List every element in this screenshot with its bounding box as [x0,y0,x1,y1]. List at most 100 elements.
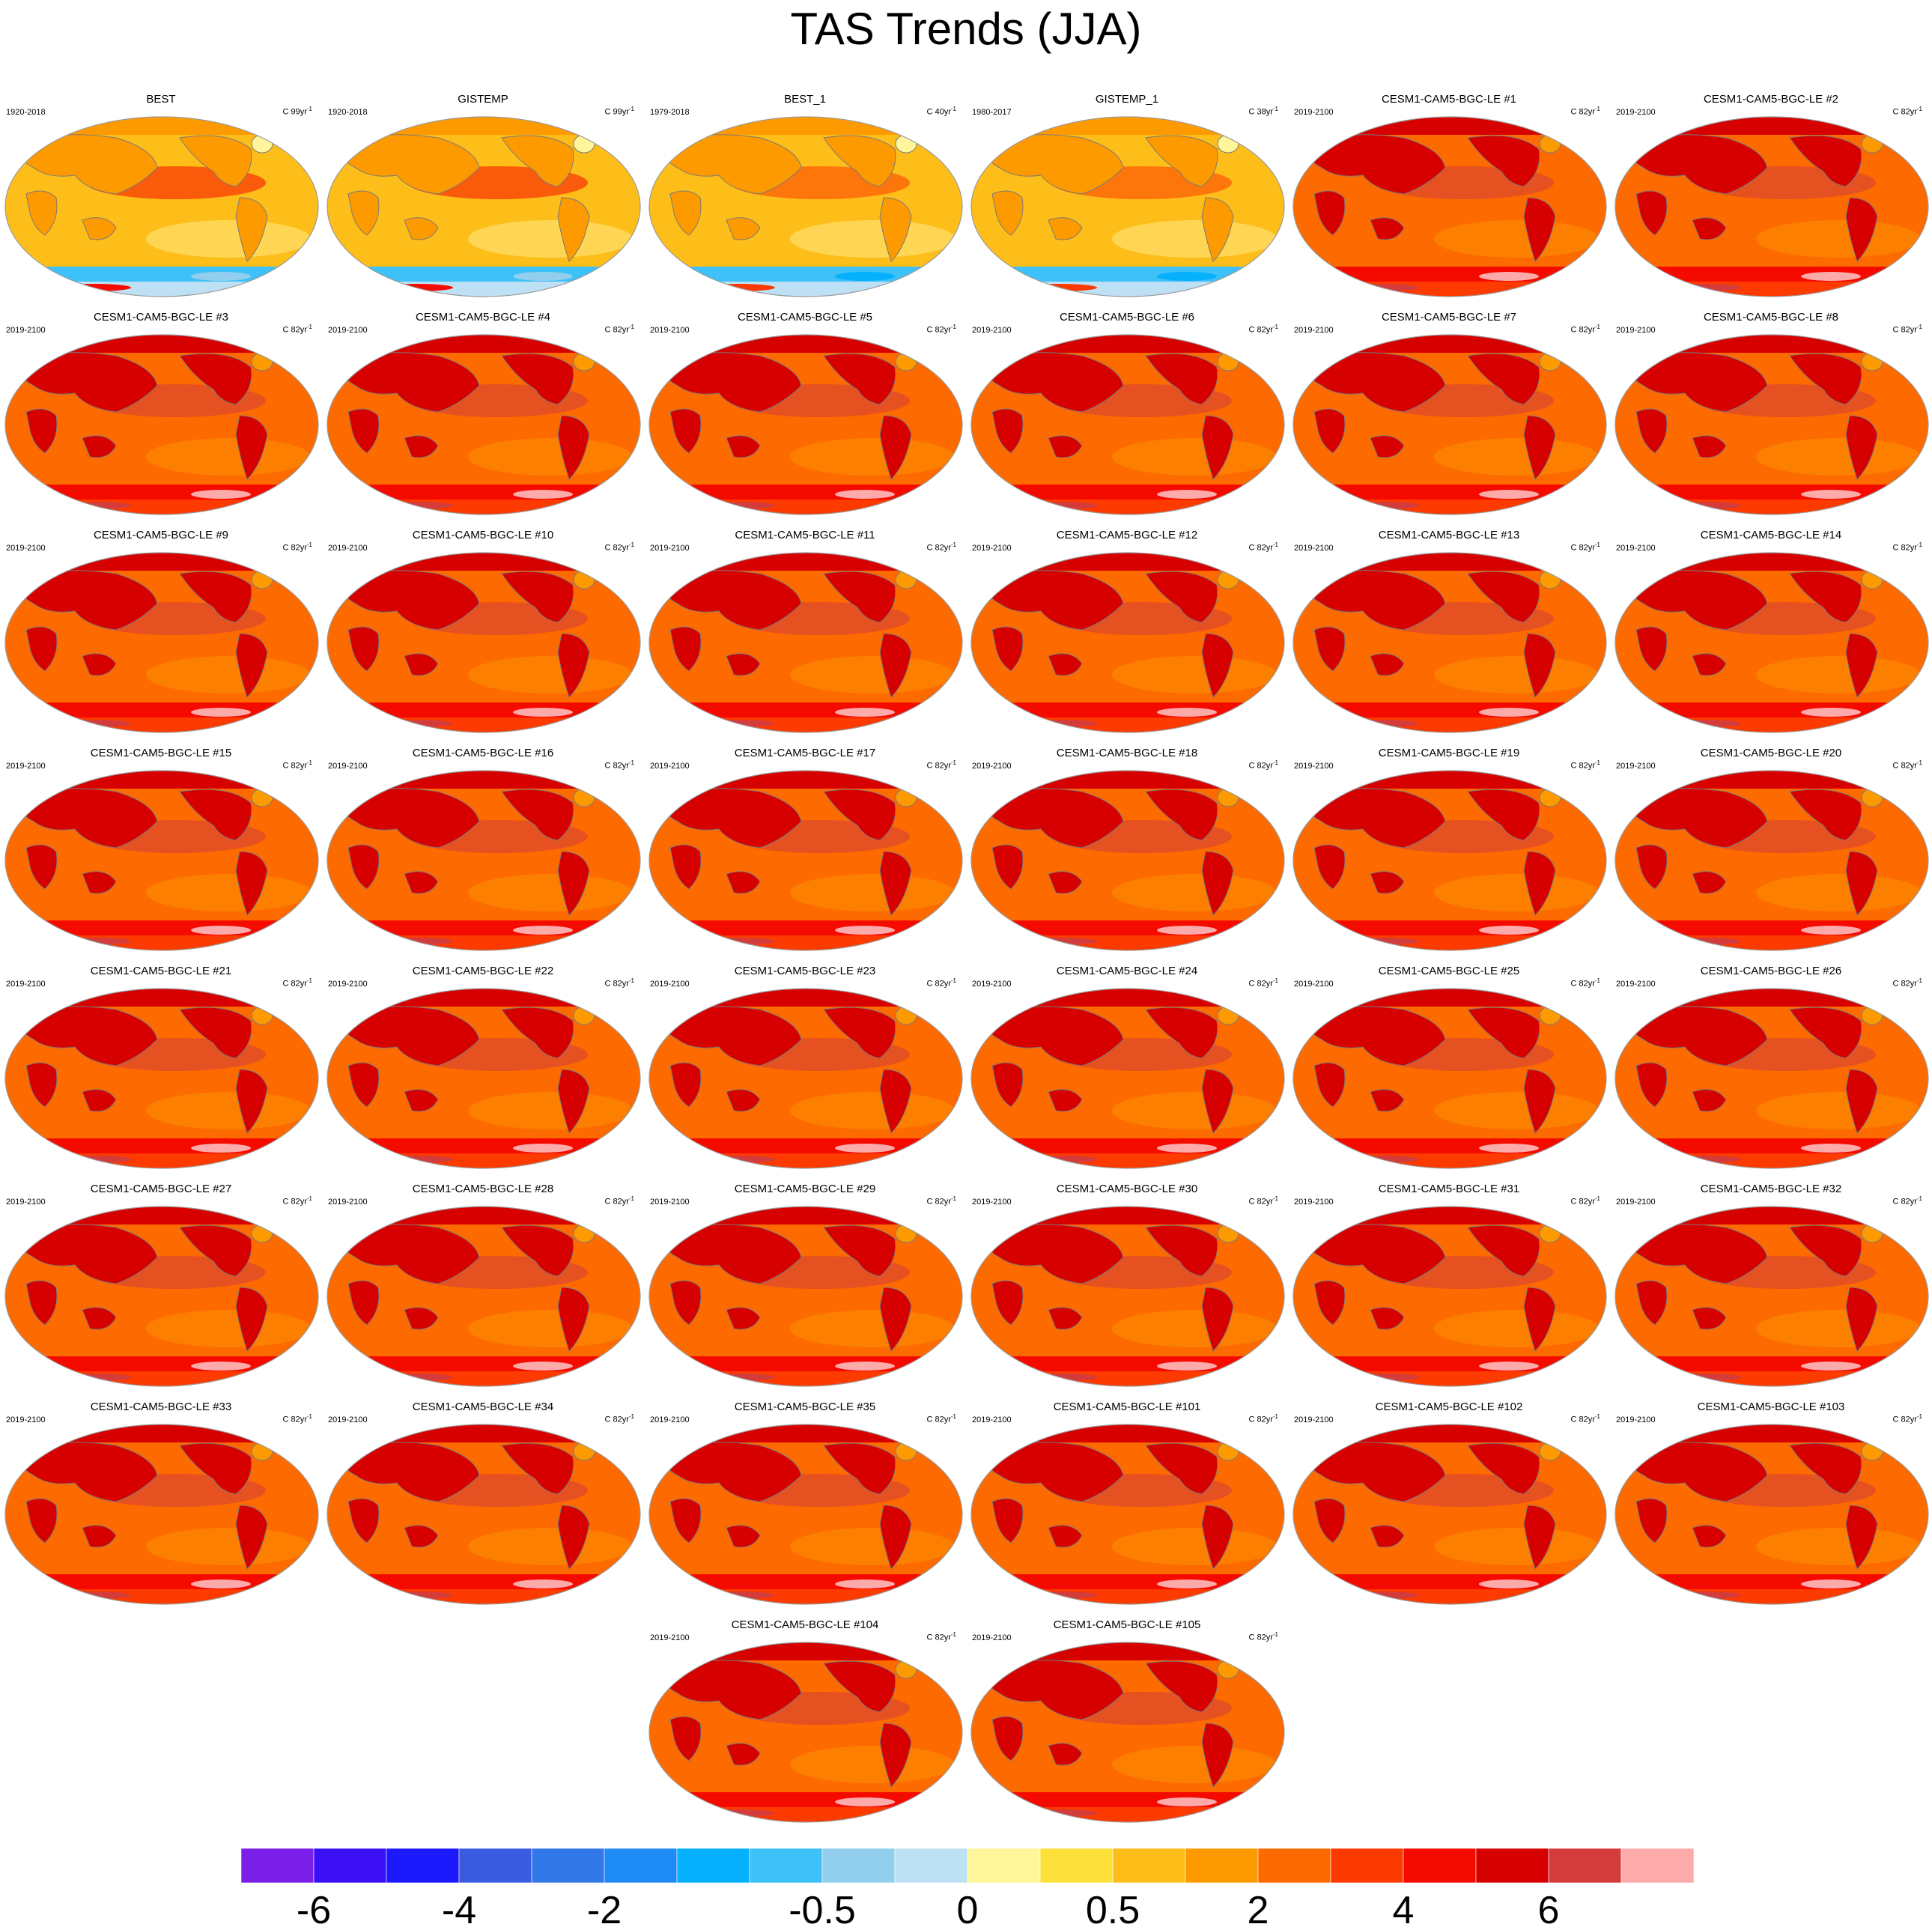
map-outline [1292,988,1607,1169]
south-pacific-band [468,1310,633,1347]
africa-landmass [1635,190,1668,236]
south-pacific-band [1434,220,1599,258]
trend-map [4,552,319,733]
trend-map [326,116,641,297]
antarctic-anomaly [1157,1579,1217,1588]
panel-units: C 99yr-1 [604,106,634,117]
panel-title: CESM1-CAM5-BGC-LE #20 [1700,747,1842,759]
panel-period: 2019-2100 [650,762,690,771]
south-pacific-band [468,1528,633,1565]
south-pacific-band [146,438,311,476]
panel-title: CESM1-CAM5-BGC-LE #5 [737,311,873,324]
map-panel: CESM1-CAM5-BGC-LE #12 2019-2100 C 82yr-1 [966,529,1288,746]
panel-title: CESM1-CAM5-BGC-LE #7 [1381,311,1517,324]
map-outline [1292,116,1607,297]
south-pacific-band [1112,1528,1277,1565]
africa-landmass [1313,1062,1346,1108]
southern-ocean-band [649,267,962,282]
south-pacific-band [1756,438,1921,476]
panel-units: C 82yr-1 [1570,106,1600,117]
south-america-landmass [1523,851,1556,916]
map-panel: CESM1-CAM5-BGC-LE #17 2019-2100 C 82yr-1 [644,747,966,964]
colorbar-label: -4 [442,1889,476,1929]
north-america-landmass [179,135,252,187]
panel-period: 2019-2100 [1294,1415,1334,1424]
antarctic-band [327,1589,640,1604]
panel-units: C 82yr-1 [1248,1413,1278,1424]
eurasia-landmass [1302,1224,1446,1284]
map-outline [648,770,963,951]
africa-landmass [25,1062,58,1108]
panel-units: C 82yr-1 [1248,1631,1278,1642]
colorbar-label: 0.5 [1086,1889,1140,1929]
map-panel: BEST 1920-2018 C 99yr-1 [0,93,322,310]
arctic-band [327,989,640,1007]
south-pacific-band [146,1528,311,1565]
south-america-landmass [1845,197,1878,262]
australia-landmass [1370,1525,1405,1548]
map-panel: CESM1-CAM5-BGC-LE #14 2019-2100 C 82yr-1 [1610,529,1932,746]
antarctic-band [649,935,962,950]
southern-ocean-band [1615,267,1928,282]
north-america-landmass [1467,1007,1540,1059]
map-outline [4,988,319,1169]
map-outline [970,988,1285,1169]
southern-ocean-band [327,1574,640,1589]
map-panel: CESM1-CAM5-BGC-LE #21 2019-2100 C 82yr-1 [0,965,322,1182]
panel-title: CESM1-CAM5-BGC-LE #1 [1381,93,1517,106]
trend-map [970,1206,1285,1387]
trend-map [1292,1424,1607,1605]
map-outline [970,552,1285,733]
north-america-landmass [501,1007,574,1059]
eurasia-landmass [1624,570,1768,631]
panel-period: 2019-2100 [328,980,368,989]
panel-units: C 82yr-1 [604,1195,634,1207]
map-panel: CESM1-CAM5-BGC-LE #105 2019-2100 C 82yr-1 [966,1618,1288,1836]
map-panel: CESM1-CAM5-BGC-LE #30 2019-2100 C 82yr-1 [966,1183,1288,1400]
trend-map [4,116,319,297]
trend-map [1614,1424,1929,1605]
panel-units: C 82yr-1 [1248,1195,1278,1207]
map-outline [4,1424,319,1605]
australia-landmass [1048,1743,1083,1766]
panel-period: 2019-2100 [650,1633,690,1642]
southern-ocean-band [649,702,962,717]
africa-landmass [25,408,58,454]
trend-map [648,988,963,1169]
arctic-band [1615,117,1928,135]
southern-ocean-band [1293,920,1606,935]
map-panel: CESM1-CAM5-BGC-LE #102 2019-2100 C 82yr-1 [1288,1401,1610,1618]
colorbar-label: -2 [587,1889,622,1929]
southern-ocean-band [649,1792,962,1807]
arctic-band [971,117,1284,135]
north-america-landmass [501,353,574,405]
map-outline [4,116,319,297]
colorbar-label: 2 [1248,1889,1269,1929]
antarctic-band [649,1589,962,1604]
south-america-landmass [1201,415,1234,480]
australia-landmass [1048,1525,1083,1548]
arctic-band [971,989,1284,1007]
south-america-landmass [879,851,912,916]
panel-title: CESM1-CAM5-BGC-LE #14 [1700,529,1842,541]
arctic-band [5,1207,318,1225]
antarctic-anomaly [1157,708,1217,717]
antarctic-band [327,1153,640,1168]
trend-map [1614,988,1929,1169]
map-panel-grid: BEST 1920-2018 C 99yr-1 GISTEMP 1920-2018 C 9… [0,93,1932,1836]
south-pacific-band [1434,1092,1599,1129]
north-america-landmass [1789,135,1862,187]
map-panel: CESM1-CAM5-BGC-LE #19 2019-2100 C 82yr-1 [1288,747,1610,964]
arctic-band [649,771,962,789]
panel-period: 2019-2100 [972,1415,1012,1424]
antarctic-band [1293,282,1606,297]
antarctic-band [971,1153,1284,1168]
africa-landmass [991,408,1024,454]
africa-landmass [25,190,58,236]
south-america-landmass [1523,633,1556,698]
australia-landmass [726,653,761,676]
panel-units: C 82yr-1 [926,1631,956,1642]
south-pacific-band [1112,1746,1277,1783]
australia-landmass [726,871,761,894]
southern-ocean-band [1615,485,1928,500]
